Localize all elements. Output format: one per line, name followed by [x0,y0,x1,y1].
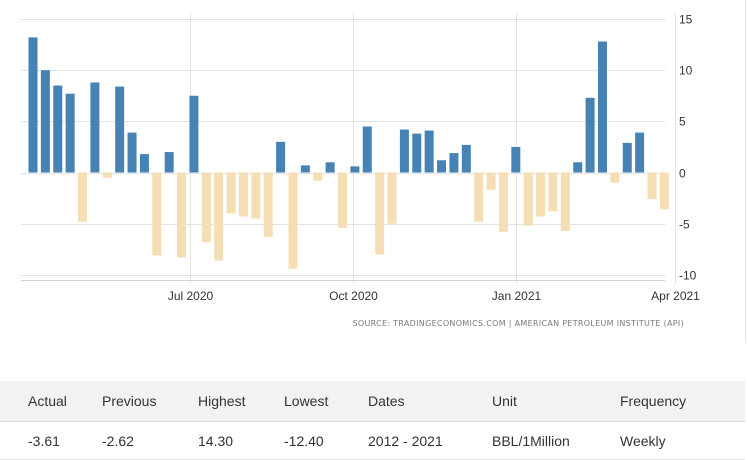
stats-value-row: -3.61 -2.62 14.30 -12.40 2012 - 2021 BBL… [0,421,745,460]
x-tick-label: Oct 2020 [329,289,378,303]
value-frequency: Weekly [620,421,745,460]
bar [189,95,199,173]
bar [177,172,187,258]
bar [102,172,112,178]
value-actual: -3.61 [0,421,102,460]
y-tick-label: 0 [679,167,686,181]
y-tick-label: -10 [679,269,697,283]
bar [486,172,496,190]
y-tick-label: 10 [679,64,693,78]
header-frequency: Frequency [620,381,745,422]
bar [28,37,38,173]
header-dates: Dates [368,381,492,422]
y-tick-label: 15 [679,13,693,27]
bar [115,86,125,173]
value-unit: BBL/1Million [492,421,620,460]
bar [350,166,360,173]
value-lowest: -12.40 [284,421,368,460]
bar [585,97,595,173]
bar [511,146,521,173]
bar [610,172,620,183]
bars [28,37,669,269]
bar [226,172,236,214]
chart-border [745,0,746,342]
bar [597,41,607,173]
bar [65,93,75,173]
x-tick-label: Jul 2020 [168,289,214,303]
value-previous: -2.62 [102,421,198,460]
x-tick-label: Jan 2021 [492,289,542,303]
bar [164,152,174,173]
bar [461,144,471,173]
bar [498,172,508,232]
bar [288,172,298,269]
y-tick-label: 5 [679,115,686,129]
bar [523,172,533,226]
bar [214,172,224,261]
bar [362,126,372,173]
header-unit: Unit [492,381,620,422]
value-dates: 2012 - 2021 [368,421,492,460]
bar [437,160,447,173]
bar [139,154,149,173]
stats-header-row: Actual Previous Highest Lowest Dates Uni… [0,381,745,422]
bar [90,82,100,173]
stats-table: Actual Previous Highest Lowest Dates Uni… [0,381,745,460]
header-lowest: Lowest [284,381,368,422]
bar [573,162,583,173]
bar [635,132,645,173]
header-previous: Previous [102,381,198,422]
y-tick-label: -5 [679,218,690,232]
bar [622,142,632,173]
bar [375,172,385,255]
bar [536,172,546,217]
axes: 15 10 5 0 -5 -10 Jul 2020 Oct 2020 Jan 2021 Apr 2… [21,13,700,303]
bar [647,172,657,200]
bar [325,162,335,173]
bar [53,85,63,173]
bar [40,70,50,173]
bar [78,172,88,222]
bar [399,129,409,173]
bar [201,172,211,243]
bar [449,153,459,173]
bar [424,130,434,173]
bar [313,172,323,181]
source-note: SOURCE: TRADINGECONOMICS.COM | AMERICAN … [352,319,684,328]
bar [238,172,248,217]
header-actual: Actual [0,381,102,422]
bar [263,172,273,238]
bar [412,133,422,173]
bar [659,172,669,210]
bar [560,172,570,231]
x-tick-label: Apr 2021 [651,289,700,303]
bar [387,172,397,224]
bar [300,165,310,173]
bar [127,132,137,173]
bar [251,172,261,219]
bar [152,172,162,256]
bar [548,172,558,212]
header-highest: Highest [198,381,284,422]
bar [474,172,484,222]
value-highest: 14.30 [198,421,284,460]
chart: 15 10 5 0 -5 -10 Jul 2020 Oct 2020 Jan 2021 Apr 2… [21,13,700,303]
bar [338,172,347,228]
bar [276,141,286,173]
